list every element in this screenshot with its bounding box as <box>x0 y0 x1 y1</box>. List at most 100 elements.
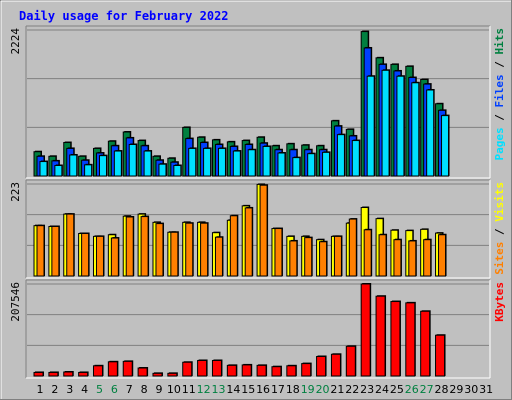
legend-entry: Pages <box>493 127 506 160</box>
bar-pages-day-6 <box>113 150 122 177</box>
x-tick-label-day-13: 13 <box>211 383 225 396</box>
x-tick-label-day-10: 10 <box>167 383 181 396</box>
bar-pages-day-11 <box>188 147 197 177</box>
x-tick-label-day-31: 31 <box>479 383 493 396</box>
bar-kbytes-day-5 <box>92 365 103 377</box>
bar-kbytes-day-15 <box>241 364 252 377</box>
x-tick-label-day-16: 16 <box>256 383 270 396</box>
panel-bottom-max-label: 207546 <box>9 282 22 322</box>
legend-entry: / <box>493 55 506 75</box>
panel-middle-max-label: 223 <box>9 182 22 202</box>
bar-pages-day-21 <box>336 134 345 177</box>
bar-kbytes-day-19 <box>301 363 312 377</box>
bar-kbytes-day-20 <box>316 355 327 377</box>
bar-kbytes-day-12 <box>197 359 208 377</box>
bar-pages-day-5 <box>98 155 107 177</box>
legend-entry: / <box>493 108 506 128</box>
x-axis-labels: 1 2 3 4 5 6 7 8 9 10 11 12 13 14 15 16 17 18 19 20 21 22 23 24 2… <box>37 383 494 396</box>
bar-kbytes-day-2 <box>48 371 59 377</box>
bar-sites-day-8 <box>140 216 149 277</box>
bar-sites-day-17 <box>274 228 283 277</box>
legend-entry: Files <box>493 74 506 107</box>
bar-kbytes-day-27 <box>420 310 431 377</box>
bar-sites-day-10 <box>170 231 179 277</box>
bar-kbytes-day-23 <box>360 283 371 377</box>
x-tick-label-day-20: 20 <box>316 383 330 396</box>
bar-sites-day-1 <box>36 225 45 277</box>
bar-kbytes-day-18 <box>286 365 297 377</box>
bar-kbytes-day-16 <box>256 364 267 377</box>
x-tick-label-day-21: 21 <box>330 383 344 396</box>
bar-pages-day-20 <box>322 151 331 177</box>
bar-pages-day-17 <box>277 152 286 177</box>
x-tick-label-day-25: 25 <box>390 383 404 396</box>
x-tick-label-day-15: 15 <box>241 383 255 396</box>
x-tick-label-day-1: 1 <box>37 383 44 396</box>
bar-kbytes-day-24 <box>375 295 386 377</box>
x-tick-label-day-11: 11 <box>182 383 196 396</box>
panel-top-max-label: 2224 <box>9 28 22 55</box>
bar-sites-day-13 <box>214 236 223 277</box>
bar-kbytes-day-10 <box>167 372 178 377</box>
panel-middle-legend: Sites / Visits <box>493 182 506 275</box>
bar-sites-day-5 <box>95 235 104 277</box>
bar-pages-day-19 <box>307 153 316 177</box>
bar-pages-day-14 <box>232 150 241 177</box>
x-tick-label-day-22: 22 <box>345 383 359 396</box>
bar-pages-day-4 <box>84 164 93 177</box>
bar-sites-day-20 <box>319 241 328 277</box>
bar-sites-day-4 <box>81 233 90 277</box>
panel-middle: 223 Sites / Visits <box>9 179 506 279</box>
bar-kbytes-day-26 <box>405 302 416 377</box>
x-tick-label-day-28: 28 <box>435 383 449 396</box>
bar-kbytes-day-4 <box>78 371 89 377</box>
bar-kbytes-day-14 <box>226 364 237 377</box>
bar-pages-day-25 <box>396 75 405 177</box>
bar-sites-day-11 <box>185 222 194 277</box>
bar-pages-day-18 <box>292 157 301 177</box>
x-tick-label-day-4: 4 <box>81 383 88 396</box>
bar-pages-day-22 <box>351 140 360 177</box>
bar-pages-day-24 <box>381 69 390 177</box>
x-tick-label-day-23: 23 <box>360 383 374 396</box>
panel-bottom: 207546 KBytes <box>9 279 506 379</box>
bar-kbytes-day-3 <box>63 371 74 377</box>
x-tick-label-day-5: 5 <box>96 383 103 396</box>
bar-kbytes-day-9 <box>152 372 163 377</box>
bar-sites-day-15 <box>244 207 253 277</box>
x-tick-label-day-26: 26 <box>405 383 419 396</box>
bar-sites-day-6 <box>110 237 119 277</box>
bar-pages-day-9 <box>158 163 167 177</box>
x-tick-label-day-24: 24 <box>375 383 389 396</box>
bar-sites-day-25 <box>393 239 402 277</box>
bar-kbytes-day-22 <box>345 345 356 377</box>
legend-entry: Hits <box>493 28 506 55</box>
bar-sites-day-16 <box>259 184 268 277</box>
chart-panels: 2224 Pages / Files / Hits 223 Sites / Visit… <box>9 25 506 379</box>
x-tick-label-day-9: 9 <box>155 383 162 396</box>
bar-kbytes-day-13 <box>211 359 222 377</box>
bar-kbytes-day-1 <box>33 371 44 377</box>
bar-sites-day-24 <box>378 234 387 277</box>
bar-sites-day-2 <box>51 225 60 277</box>
x-tick-label-day-7: 7 <box>126 383 133 396</box>
bar-pages-day-2 <box>54 164 63 177</box>
bar-pages-day-13 <box>217 147 226 177</box>
legend-entry: Sites <box>493 242 506 275</box>
panel-top-legend: Pages / Files / Hits <box>493 28 506 161</box>
bar-kbytes-day-8 <box>137 367 148 377</box>
bar-pages-day-28 <box>441 115 450 177</box>
bar-sites-day-19 <box>304 237 313 277</box>
bar-pages-day-15 <box>247 149 256 177</box>
bar-kbytes-day-7 <box>122 360 133 377</box>
panel-top: 2224 Pages / Files / Hits <box>9 25 506 179</box>
bar-sites-day-22 <box>348 218 357 277</box>
x-tick-label-day-18: 18 <box>286 383 300 396</box>
x-tick-label-day-14: 14 <box>226 383 240 396</box>
x-tick-label-day-27: 27 <box>420 383 434 396</box>
bar-sites-day-3 <box>66 213 75 277</box>
bar-pages-day-27 <box>426 89 435 177</box>
bar-sites-day-27 <box>423 239 432 277</box>
bar-sites-day-12 <box>200 222 209 277</box>
